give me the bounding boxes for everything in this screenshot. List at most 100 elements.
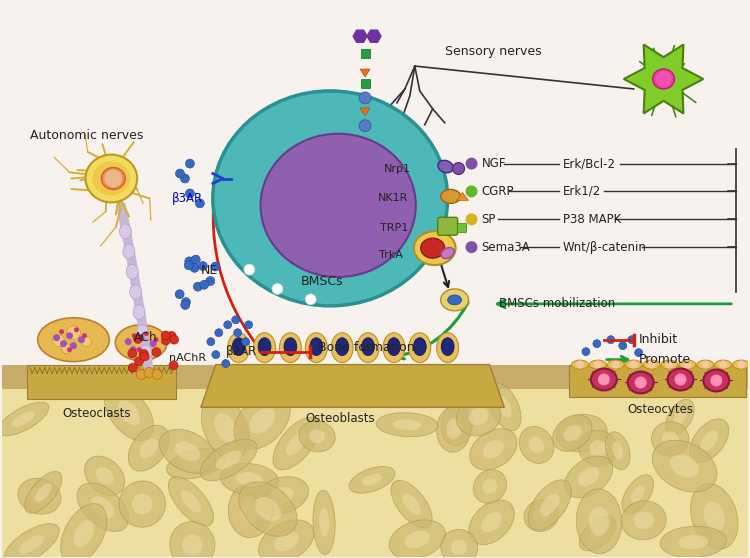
Circle shape [619, 341, 627, 350]
Ellipse shape [95, 467, 113, 485]
Ellipse shape [259, 520, 314, 558]
Circle shape [136, 347, 142, 352]
Ellipse shape [697, 360, 714, 369]
Circle shape [170, 335, 178, 344]
Ellipse shape [576, 489, 622, 554]
Ellipse shape [715, 360, 732, 369]
Ellipse shape [35, 483, 52, 502]
Ellipse shape [436, 333, 458, 363]
Ellipse shape [733, 360, 750, 369]
Circle shape [134, 357, 143, 365]
Ellipse shape [128, 425, 170, 471]
Ellipse shape [450, 415, 464, 434]
Ellipse shape [309, 430, 326, 444]
Ellipse shape [529, 436, 544, 453]
Ellipse shape [319, 508, 329, 537]
Ellipse shape [332, 333, 353, 363]
Ellipse shape [136, 325, 148, 340]
Ellipse shape [660, 526, 727, 558]
FancyBboxPatch shape [438, 217, 458, 235]
Circle shape [154, 337, 158, 342]
Circle shape [648, 360, 656, 368]
Circle shape [78, 336, 85, 343]
Ellipse shape [299, 421, 335, 452]
Circle shape [150, 340, 157, 347]
Ellipse shape [214, 413, 236, 442]
Ellipse shape [183, 456, 209, 470]
Ellipse shape [376, 413, 438, 437]
Ellipse shape [533, 508, 549, 523]
Circle shape [66, 332, 73, 339]
Ellipse shape [441, 289, 469, 311]
Ellipse shape [519, 426, 554, 463]
Polygon shape [201, 364, 504, 407]
Text: Erk/Bcl-2: Erk/Bcl-2 [563, 157, 616, 170]
Ellipse shape [132, 494, 153, 514]
Ellipse shape [391, 480, 432, 528]
Ellipse shape [469, 500, 514, 545]
Ellipse shape [469, 408, 489, 425]
Circle shape [737, 360, 746, 368]
Circle shape [169, 361, 178, 370]
Ellipse shape [448, 295, 461, 305]
Text: Sensory nerves: Sensory nerves [445, 45, 542, 57]
Circle shape [124, 338, 132, 345]
Circle shape [62, 344, 71, 354]
Circle shape [242, 338, 250, 345]
Ellipse shape [563, 425, 581, 441]
Ellipse shape [104, 384, 154, 441]
Circle shape [59, 329, 64, 334]
Ellipse shape [4, 523, 59, 558]
Circle shape [181, 301, 190, 310]
Ellipse shape [130, 285, 142, 300]
Circle shape [634, 377, 646, 388]
Circle shape [719, 360, 728, 368]
Ellipse shape [92, 497, 115, 518]
Circle shape [199, 262, 207, 271]
Ellipse shape [441, 190, 460, 203]
Ellipse shape [202, 396, 249, 459]
Circle shape [132, 333, 136, 338]
Ellipse shape [556, 415, 608, 452]
Circle shape [305, 294, 316, 305]
Circle shape [182, 297, 190, 306]
Ellipse shape [170, 522, 215, 558]
Ellipse shape [414, 231, 455, 265]
Ellipse shape [644, 61, 683, 97]
Text: P38 MAPK: P38 MAPK [563, 213, 621, 226]
Circle shape [634, 349, 643, 357]
Circle shape [244, 264, 255, 275]
Ellipse shape [644, 360, 660, 369]
Circle shape [466, 185, 478, 198]
Ellipse shape [269, 487, 294, 504]
Circle shape [593, 340, 601, 348]
Circle shape [701, 360, 709, 368]
Ellipse shape [700, 431, 718, 450]
Ellipse shape [496, 396, 512, 417]
Ellipse shape [488, 383, 521, 431]
Text: SP: SP [482, 213, 496, 226]
Circle shape [206, 277, 214, 286]
Ellipse shape [86, 155, 137, 203]
Ellipse shape [470, 429, 517, 470]
Ellipse shape [234, 392, 290, 449]
Circle shape [207, 338, 214, 345]
Ellipse shape [579, 517, 616, 551]
Circle shape [74, 327, 79, 332]
Ellipse shape [421, 238, 445, 258]
Ellipse shape [140, 438, 158, 459]
Circle shape [665, 360, 674, 368]
Circle shape [130, 346, 136, 353]
Ellipse shape [101, 167, 125, 190]
Text: Autonomic nerves: Autonomic nerves [30, 129, 143, 142]
Ellipse shape [674, 409, 686, 425]
Circle shape [710, 374, 722, 387]
Polygon shape [457, 193, 469, 200]
Text: NK1R: NK1R [377, 194, 408, 204]
Ellipse shape [85, 456, 124, 496]
Ellipse shape [220, 464, 278, 495]
Ellipse shape [622, 475, 653, 514]
Ellipse shape [260, 134, 416, 277]
Ellipse shape [628, 372, 653, 393]
Ellipse shape [605, 432, 630, 470]
